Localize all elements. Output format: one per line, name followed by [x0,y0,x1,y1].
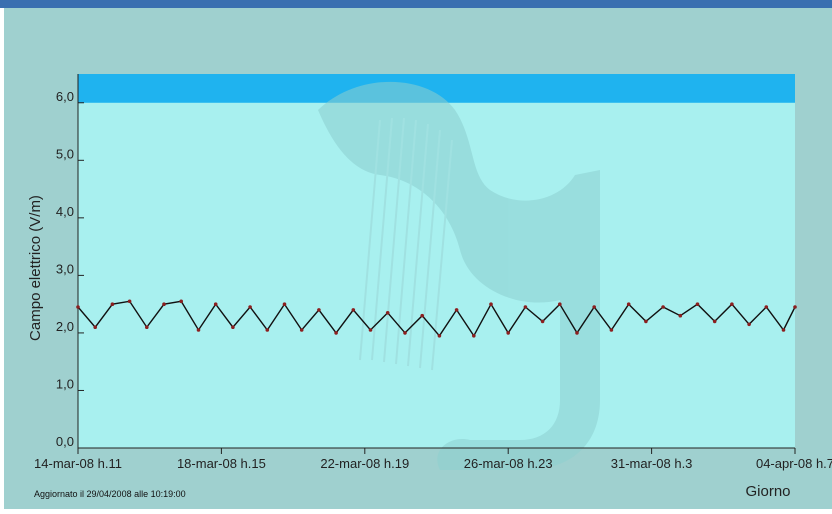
data-point [747,322,751,327]
data-point [489,302,493,307]
data-point [403,331,407,335]
data-point [695,302,700,307]
window-top-border [0,0,832,8]
x-tick-label: 26-mar-08 h.23 [464,456,553,471]
data-point [248,305,252,309]
x-tick-label: 14-mar-08 h.11 [34,456,122,471]
x-tick-label: 04-apr-08 h.7 [756,456,832,471]
data-point [506,331,511,335]
data-point [472,334,476,338]
x-axis: 14-mar-08 h.11 18-mar-08 h.15 22-mar-08 h.… [34,447,832,471]
data-point [351,308,356,312]
data-point [793,305,797,309]
data-point [540,319,545,324]
data-point [781,328,786,332]
x-tick-label: 31-mar-08 h.3 [611,456,693,471]
x-tick-label: 22-mar-08 h.19 [320,456,409,471]
harp-logo-icon [318,81,600,471]
data-point [678,313,683,318]
data-point [368,328,373,332]
y-tick-label: 6,0 [56,89,74,104]
data-point [437,334,442,338]
data-point [592,305,596,309]
data-point [712,319,717,324]
data-point [282,302,287,307]
y-tick-label: 0,0 [56,434,74,449]
data-point [420,313,425,318]
data-point [523,305,528,309]
y-axis: 0,0 1,0 2,0 3,0 4,0 5,0 6,0 [56,74,84,449]
y-axis-label: Campo elettrico (V/m) [27,195,44,341]
x-tick-label: 18-mar-08 h.15 [177,456,266,471]
data-point [179,299,183,304]
data-point [385,311,390,315]
data-point [558,302,562,307]
y-tick-label: 2,0 [56,319,74,334]
data-point [609,328,614,332]
data-point [231,325,235,330]
data-point [644,319,648,324]
data-point [162,302,166,307]
data-point [454,308,459,312]
data-point [730,302,734,307]
data-point [661,305,665,309]
y-tick-label: 5,0 [56,146,74,161]
y-tick-label: 3,0 [56,261,74,276]
data-point [334,331,338,335]
data-point [575,331,579,335]
data-point [127,299,132,304]
data-point [93,325,97,330]
y-tick-label: 1,0 [56,376,74,391]
data-point [110,302,115,307]
data-point [317,308,321,312]
data-point [265,328,270,332]
y-tick-label: 4,0 [56,204,74,219]
data-point [213,302,218,307]
data-point [76,305,80,309]
series-layer [76,299,797,338]
x-axis-label: Giorno [745,483,790,500]
data-point [145,325,149,330]
data-point [626,302,631,307]
data-point [764,305,769,309]
data-point [196,328,201,332]
data-point [299,328,304,332]
updated-footer: Aggiornato il 29/04/2008 alle 10:19:00 [34,489,186,499]
